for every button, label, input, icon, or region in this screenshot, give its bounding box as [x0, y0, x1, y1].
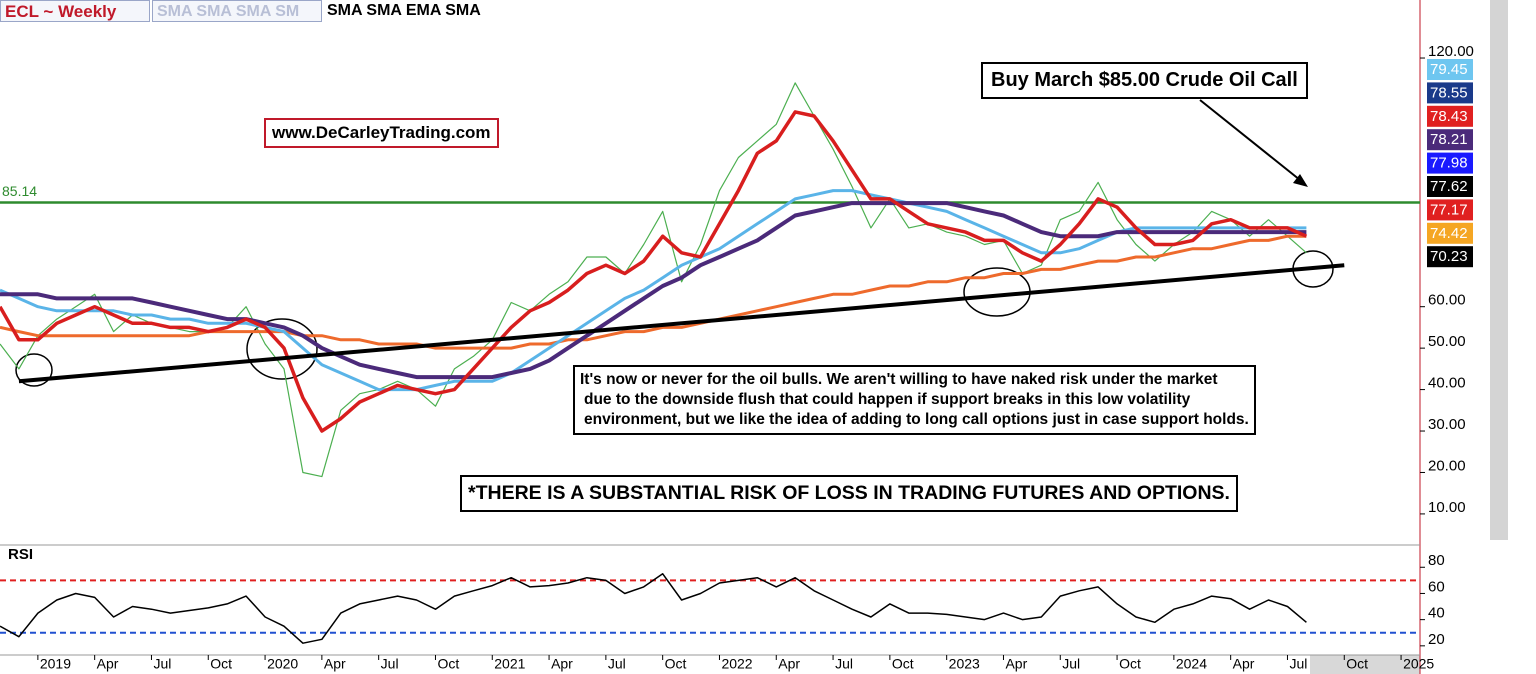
note-line: due to the downside flush that could hap…	[584, 391, 1191, 408]
scrollbar[interactable]	[1490, 0, 1508, 540]
y-tick-label: 20	[1428, 631, 1445, 648]
price-tag-label: 78.43	[1430, 108, 1468, 125]
x-tick-label: Jul	[381, 656, 399, 672]
price-tag-label: 78.55	[1430, 84, 1468, 101]
series-line	[0, 189, 1307, 392]
y-tick-label: 30.00	[1428, 416, 1466, 433]
x-tick-label: Apr	[551, 656, 573, 672]
x-tick-label: 2023	[949, 656, 980, 672]
x-tick-label: Jul	[608, 656, 626, 672]
x-tick-label: Jul	[1062, 656, 1080, 672]
x-tick-label: Jul	[835, 656, 853, 672]
x-tick-label: 2020	[267, 656, 298, 672]
price-tag	[1427, 176, 1473, 197]
x-tick-label: Apr	[97, 656, 119, 672]
price-tag-label: 77.62	[1430, 178, 1468, 195]
series-line	[0, 573, 1307, 644]
arrow	[1199, 99, 1301, 181]
y-tick-label: 80	[1428, 552, 1445, 569]
annotation: www.DeCarleyTrading.com	[264, 118, 499, 148]
y-tick-label: 60.00	[1428, 292, 1466, 309]
x-tick-label: 2022	[721, 656, 752, 672]
price-tag-label: 79.45	[1430, 61, 1468, 78]
note-line: environment, but we like the idea of add…	[584, 411, 1249, 428]
y-tick-label: 20.00	[1428, 457, 1466, 474]
study-label[interactable]: SMA SMA SMA SM	[152, 0, 322, 22]
x-tick-label: 2021	[494, 656, 525, 672]
annotation: Buy March $85.00 Crude Oil Call	[981, 62, 1308, 99]
x-tick-label: Apr	[1233, 656, 1255, 672]
price-tag-label: 70.23	[1430, 248, 1468, 265]
x-tick-label: Apr	[1005, 656, 1027, 672]
symbol-label[interactable]: ECL ~ Weekly	[0, 0, 150, 22]
price-tag-label: 77.98	[1430, 155, 1468, 172]
panel-title: RSI	[8, 546, 33, 563]
x-tick-label: Jul	[1289, 656, 1307, 672]
x-tick-label: Oct	[892, 656, 914, 672]
price-tag	[1427, 152, 1473, 174]
price-tag	[1427, 82, 1473, 104]
x-tick-label: 2024	[1176, 656, 1207, 672]
y-tick-label: 10.00	[1428, 499, 1466, 516]
x-tick-label: Oct	[1119, 656, 1141, 672]
study-label[interactable]: SMA SMA EMA SMA	[327, 0, 481, 22]
x-tick-label: Apr	[778, 656, 800, 672]
price-tag	[1427, 199, 1473, 221]
series-line	[0, 110, 1308, 433]
series-line	[0, 234, 1307, 350]
y-tick-label: 40	[1428, 605, 1445, 622]
price-tag-label: 74.42	[1430, 225, 1468, 242]
x-tick-label: Oct	[665, 656, 687, 672]
trendline	[18, 263, 1345, 384]
y-tick-label: 40.00	[1428, 375, 1466, 392]
x-tick-label: 2019	[40, 656, 71, 672]
y-tick-label: 60	[1428, 578, 1445, 595]
series-line	[0, 201, 1307, 380]
x-tick-label: Apr	[324, 656, 346, 672]
circle-marker	[15, 353, 53, 387]
price-tag	[1427, 129, 1473, 151]
x-tick-label: Oct	[437, 656, 459, 672]
price-tag	[1427, 222, 1473, 244]
x-tick-label: Jul	[153, 656, 171, 672]
price-tag	[1427, 246, 1473, 268]
future-shade	[1310, 655, 1420, 674]
x-tick-label: Oct	[210, 656, 232, 672]
annotation: *THERE IS A SUBSTANTIAL RISK OF LOSS IN …	[460, 475, 1238, 512]
hline-label: 85.14	[2, 183, 37, 199]
y-tick-label: 120.00	[1428, 43, 1474, 60]
price-tag	[1427, 59, 1473, 80]
circle-marker	[246, 318, 318, 380]
x-tick-label: Oct	[1346, 656, 1368, 672]
price-tag-label: 77.17	[1430, 201, 1468, 218]
price-tag	[1427, 105, 1473, 127]
x-tick-label: 2025	[1403, 656, 1434, 672]
arrow-head	[1293, 174, 1308, 187]
y-tick-label: 50.00	[1428, 333, 1466, 350]
price-tag-label: 78.21	[1430, 131, 1468, 148]
note-line: It's now or never for the oil bulls. We …	[580, 371, 1218, 388]
annotation: It's now or never for the oil bulls. We …	[573, 365, 1256, 435]
